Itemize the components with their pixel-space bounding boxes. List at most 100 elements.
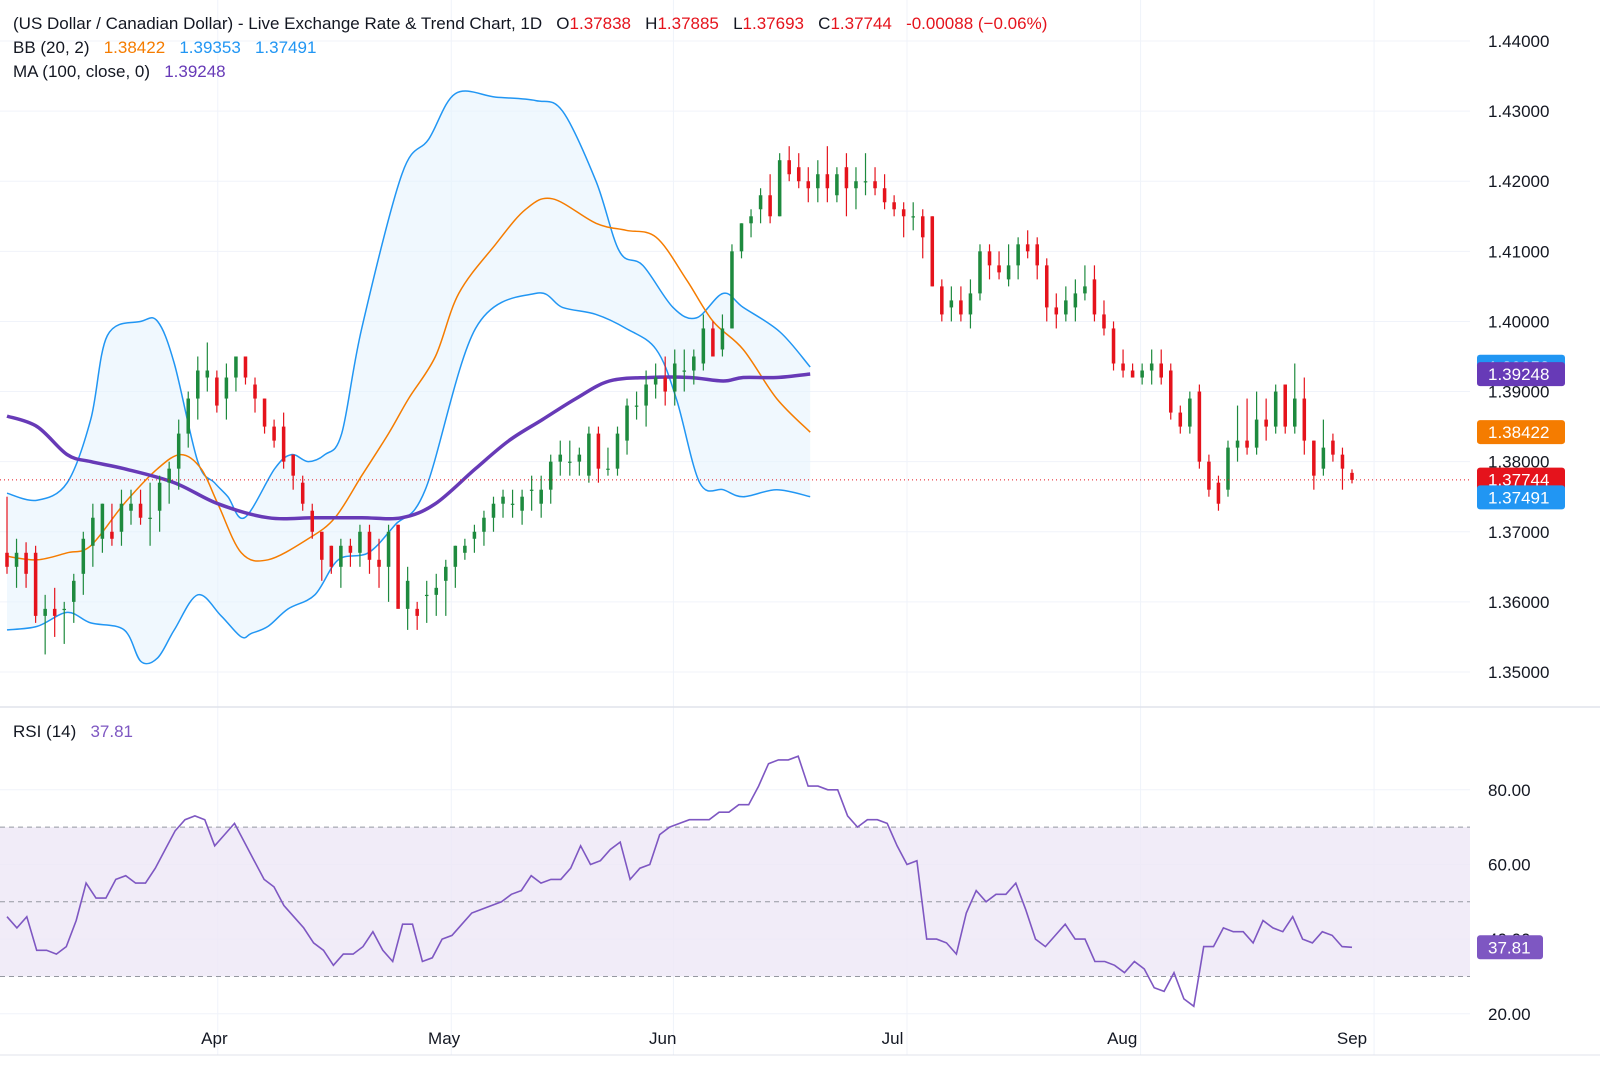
ma-value: 1.39248 [164, 62, 226, 81]
rsi-tick-label: 80.00 [1488, 781, 1531, 800]
candle [940, 279, 944, 322]
candle-body [377, 559, 381, 567]
candle-body [978, 251, 982, 294]
candle [148, 482, 152, 546]
candle [911, 202, 915, 231]
candle-body [157, 482, 162, 511]
candle-body [940, 286, 944, 315]
candle [816, 160, 820, 203]
high-label: H [645, 14, 658, 33]
candle-body [5, 552, 9, 567]
candle-body [1302, 398, 1307, 441]
bb-legend[interactable]: BB (20, 2) 1.38422 1.39353 1.37491 [13, 36, 1047, 60]
candle [300, 475, 305, 511]
candle-body [43, 608, 47, 616]
candle [386, 524, 391, 602]
candle [33, 545, 38, 623]
candle [730, 244, 734, 329]
candle-body [920, 216, 925, 238]
month-label: May [428, 1029, 461, 1048]
candle-body [205, 370, 210, 378]
candle-body [949, 300, 954, 308]
candle-body [1273, 391, 1278, 427]
candle [43, 594, 47, 655]
candle [491, 496, 496, 532]
candle-body [911, 216, 915, 218]
candle [720, 314, 725, 357]
candle [1350, 469, 1354, 484]
candle-body [14, 552, 19, 567]
candle [901, 202, 906, 238]
candle [701, 314, 706, 371]
candle [978, 244, 982, 301]
candle [482, 510, 486, 546]
candle [339, 538, 343, 588]
candle [444, 559, 448, 616]
candle-body [243, 356, 248, 378]
candle [835, 167, 839, 203]
candle [520, 489, 524, 525]
candle [510, 489, 515, 518]
candle-body [1054, 307, 1059, 315]
candle [358, 524, 362, 567]
candle-body [863, 181, 868, 183]
candle [1121, 349, 1125, 378]
candle-body [510, 503, 515, 505]
candle [968, 279, 973, 329]
candle [234, 356, 238, 392]
candle-body [835, 174, 839, 196]
price-badge-label: 1.38422 [1488, 423, 1549, 442]
candle-body [634, 405, 639, 407]
candle-body [72, 580, 76, 602]
candle-body [1178, 412, 1183, 427]
candle-body [1044, 265, 1049, 308]
candle [176, 419, 181, 490]
bb-basis-value: 1.38422 [103, 38, 166, 57]
candle [100, 503, 105, 553]
bb-upper-value: 1.39353 [179, 38, 241, 57]
candle [882, 174, 887, 210]
candle-body [816, 174, 820, 189]
candle-body [1293, 398, 1297, 427]
candle-body [692, 356, 696, 371]
candle-body [463, 545, 467, 553]
candle-body [501, 496, 505, 504]
candle [205, 342, 210, 392]
candle-body [1149, 363, 1154, 371]
candle-body [81, 538, 86, 574]
candle [129, 489, 133, 525]
candle [1035, 237, 1039, 280]
candle-body [262, 398, 267, 427]
candle [453, 545, 458, 588]
open-label: O [556, 14, 570, 33]
candle [1016, 237, 1020, 280]
candle-body [1283, 384, 1287, 427]
ma-legend[interactable]: MA (100, close, 0) 1.39248 [13, 60, 1047, 84]
candle-body [1073, 293, 1078, 308]
rsi-legend[interactable]: RSI (14) 37.81 [13, 722, 133, 742]
candle [587, 426, 591, 483]
candle [81, 531, 86, 595]
candle-body [577, 454, 582, 462]
candle [215, 370, 219, 413]
bollinger-upper-line [6, 90, 811, 520]
rsi-tick-label: 20.00 [1488, 1005, 1531, 1024]
candle [62, 601, 66, 644]
ma-label: MA (100, close, 0) [13, 62, 151, 81]
candle-body [930, 216, 935, 287]
candle [157, 475, 162, 532]
candle-body [453, 545, 458, 567]
symbol-title[interactable]: (US Dollar / Canadian Dollar) - Live Exc… [13, 14, 543, 33]
rsi-tick-label: 60.00 [1488, 855, 1531, 874]
candle [959, 286, 963, 322]
candle [281, 412, 286, 469]
candle-body [882, 188, 887, 203]
candle-body [720, 328, 725, 350]
candle-body [234, 356, 238, 378]
candle-body [24, 552, 28, 574]
candle-body [711, 328, 715, 357]
candle [1340, 447, 1345, 490]
candle-body [176, 433, 181, 469]
candle-body [196, 370, 200, 399]
